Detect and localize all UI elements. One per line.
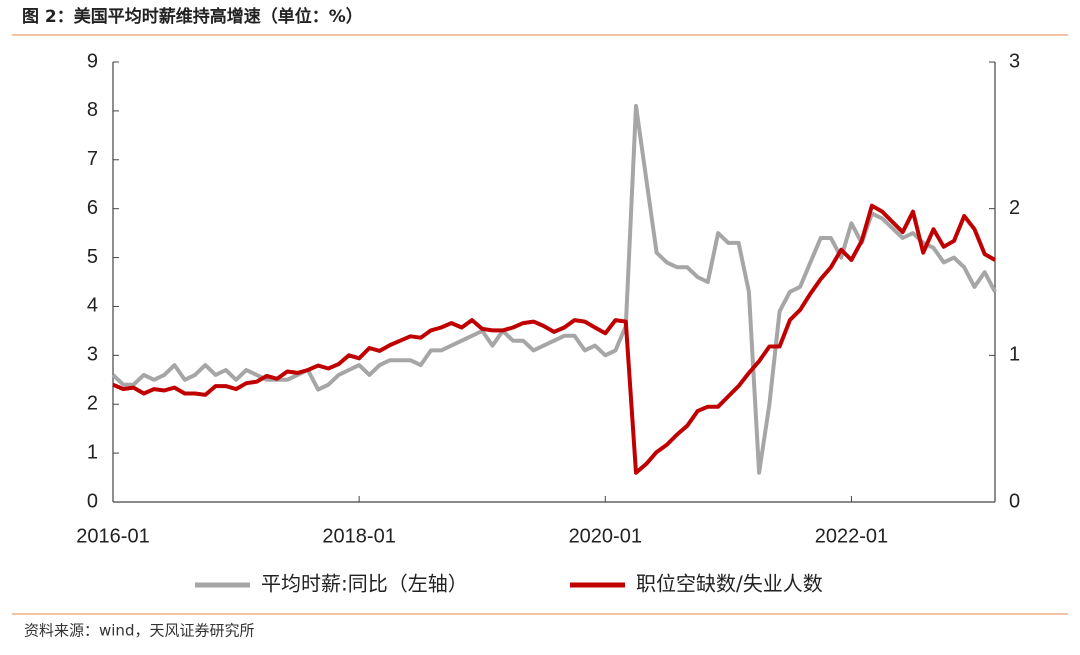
y-tick-label: 8	[87, 99, 98, 121]
y2-tick-label: 0	[1009, 490, 1020, 512]
x-tick-label: 2018-01	[322, 525, 395, 547]
legend-label: 平均时薪:同比（左轴）	[261, 572, 468, 596]
y2-tick-label: 2	[1009, 197, 1020, 219]
x-tick-label: 2022-01	[815, 525, 888, 547]
x-tick-label: 2016-01	[76, 525, 149, 547]
x-tick-label: 2020-01	[569, 525, 642, 547]
y-tick-label: 5	[87, 246, 98, 268]
y-tick-label: 2	[87, 393, 98, 415]
chart-title: 图 2：美国平均时薪维持高增速（单位：%）	[22, 6, 363, 27]
y2-tick-label: 3	[1009, 50, 1020, 72]
y-tick-label: 9	[87, 50, 98, 72]
legend-label: 职位空缺数/失业人数	[636, 572, 823, 596]
y-tick-label: 7	[87, 148, 98, 170]
source: 资料来源：wind，天风证券研究所	[24, 622, 254, 640]
y-tick-label: 6	[87, 197, 98, 219]
y-tick-label: 0	[87, 490, 98, 512]
y-tick-label: 3	[87, 344, 98, 366]
y-tick-label: 4	[87, 295, 98, 317]
y2-tick-label: 1	[1009, 344, 1020, 366]
y-tick-label: 1	[87, 441, 98, 463]
series-line	[112, 203, 996, 475]
series-line	[111, 104, 997, 475]
